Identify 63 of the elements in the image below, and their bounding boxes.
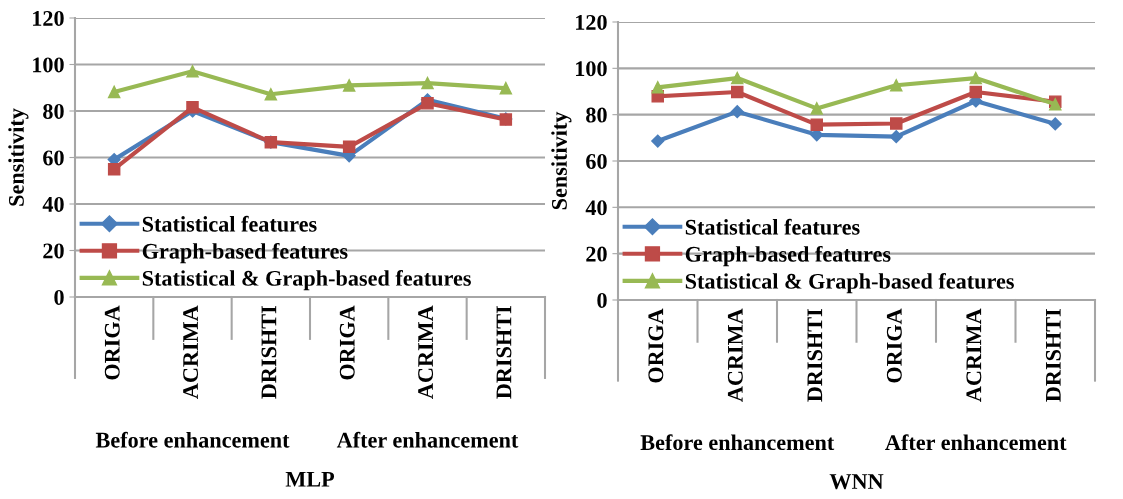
x-tick-label: ACRIMA [966, 308, 982, 402]
legend-label: Statistical & Graph-based features [142, 269, 471, 291]
x-tick-label: DRISHTI [261, 306, 277, 399]
x-tick-label: ACRIMA [727, 308, 743, 402]
text: Before enhancement [95, 431, 290, 448]
y-tick-label: 20 [586, 246, 607, 262]
point [969, 85, 983, 99]
legend-label: Graph-based features [685, 245, 891, 267]
point [186, 64, 199, 78]
point [342, 140, 356, 154]
legend-label: Graph-based features [142, 242, 348, 264]
point [651, 134, 665, 148]
y-tick-label: 80 [586, 107, 607, 123]
x-tick-label: DRISHTI [807, 309, 823, 402]
y-tick-label: 100 [33, 57, 64, 73]
y-tick-label: 40 [42, 196, 64, 212]
y-tick-label: 20 [43, 243, 64, 259]
point [1048, 117, 1062, 131]
point [186, 101, 199, 114]
legend-label: Statistical & Graph-based features [685, 272, 1014, 294]
y-tick-label: 60 [586, 153, 607, 169]
x-tick-label: ORIGA [886, 308, 902, 383]
x-tick-label: ORIGA [104, 305, 120, 380]
y-tick-label: 60 [43, 150, 64, 166]
text: Before enhancement [640, 434, 835, 451]
y-tick-label: 120 [576, 14, 607, 30]
point [889, 130, 903, 144]
x-axis-title: MLP [285, 471, 335, 487]
x-tick-label: DRISHTI [1045, 309, 1061, 402]
y-axis-title: Sensitivity [551, 111, 572, 210]
point [499, 81, 513, 95]
y-tick-label: 0 [597, 292, 607, 308]
point [107, 162, 121, 176]
point [730, 85, 744, 99]
legend-label: Statistical features [685, 218, 860, 235]
x-tick-label: ORIGA [339, 305, 355, 380]
point [810, 118, 824, 131]
y-tick-label: 0 [54, 289, 64, 305]
point [651, 81, 665, 94]
x-tick-label: ACRIMA [183, 305, 199, 399]
y-axis-title: Sensitivity [8, 108, 29, 206]
point [342, 79, 356, 92]
x-axis-title: WNN [829, 474, 884, 490]
point [730, 105, 744, 119]
x-tick-label: DRISHTI [496, 306, 512, 399]
y-tick-label: 40 [585, 200, 607, 216]
point [889, 117, 903, 130]
text: After enhancement [336, 431, 519, 448]
x-tick-label: ACRIMA [418, 305, 434, 399]
point [810, 102, 824, 115]
point [421, 97, 434, 110]
y-tick-label: 100 [576, 61, 607, 77]
legend-label: Statistical features [142, 215, 317, 232]
point [421, 76, 434, 90]
point [264, 88, 278, 101]
x-tick-label: ORIGA [648, 308, 664, 383]
point [730, 71, 744, 85]
point [889, 78, 903, 92]
text: After enhancement [885, 434, 1067, 451]
y-tick-label: 120 [33, 10, 64, 26]
y-tick-label: 80 [43, 103, 64, 119]
point [969, 71, 983, 85]
point [107, 85, 121, 99]
